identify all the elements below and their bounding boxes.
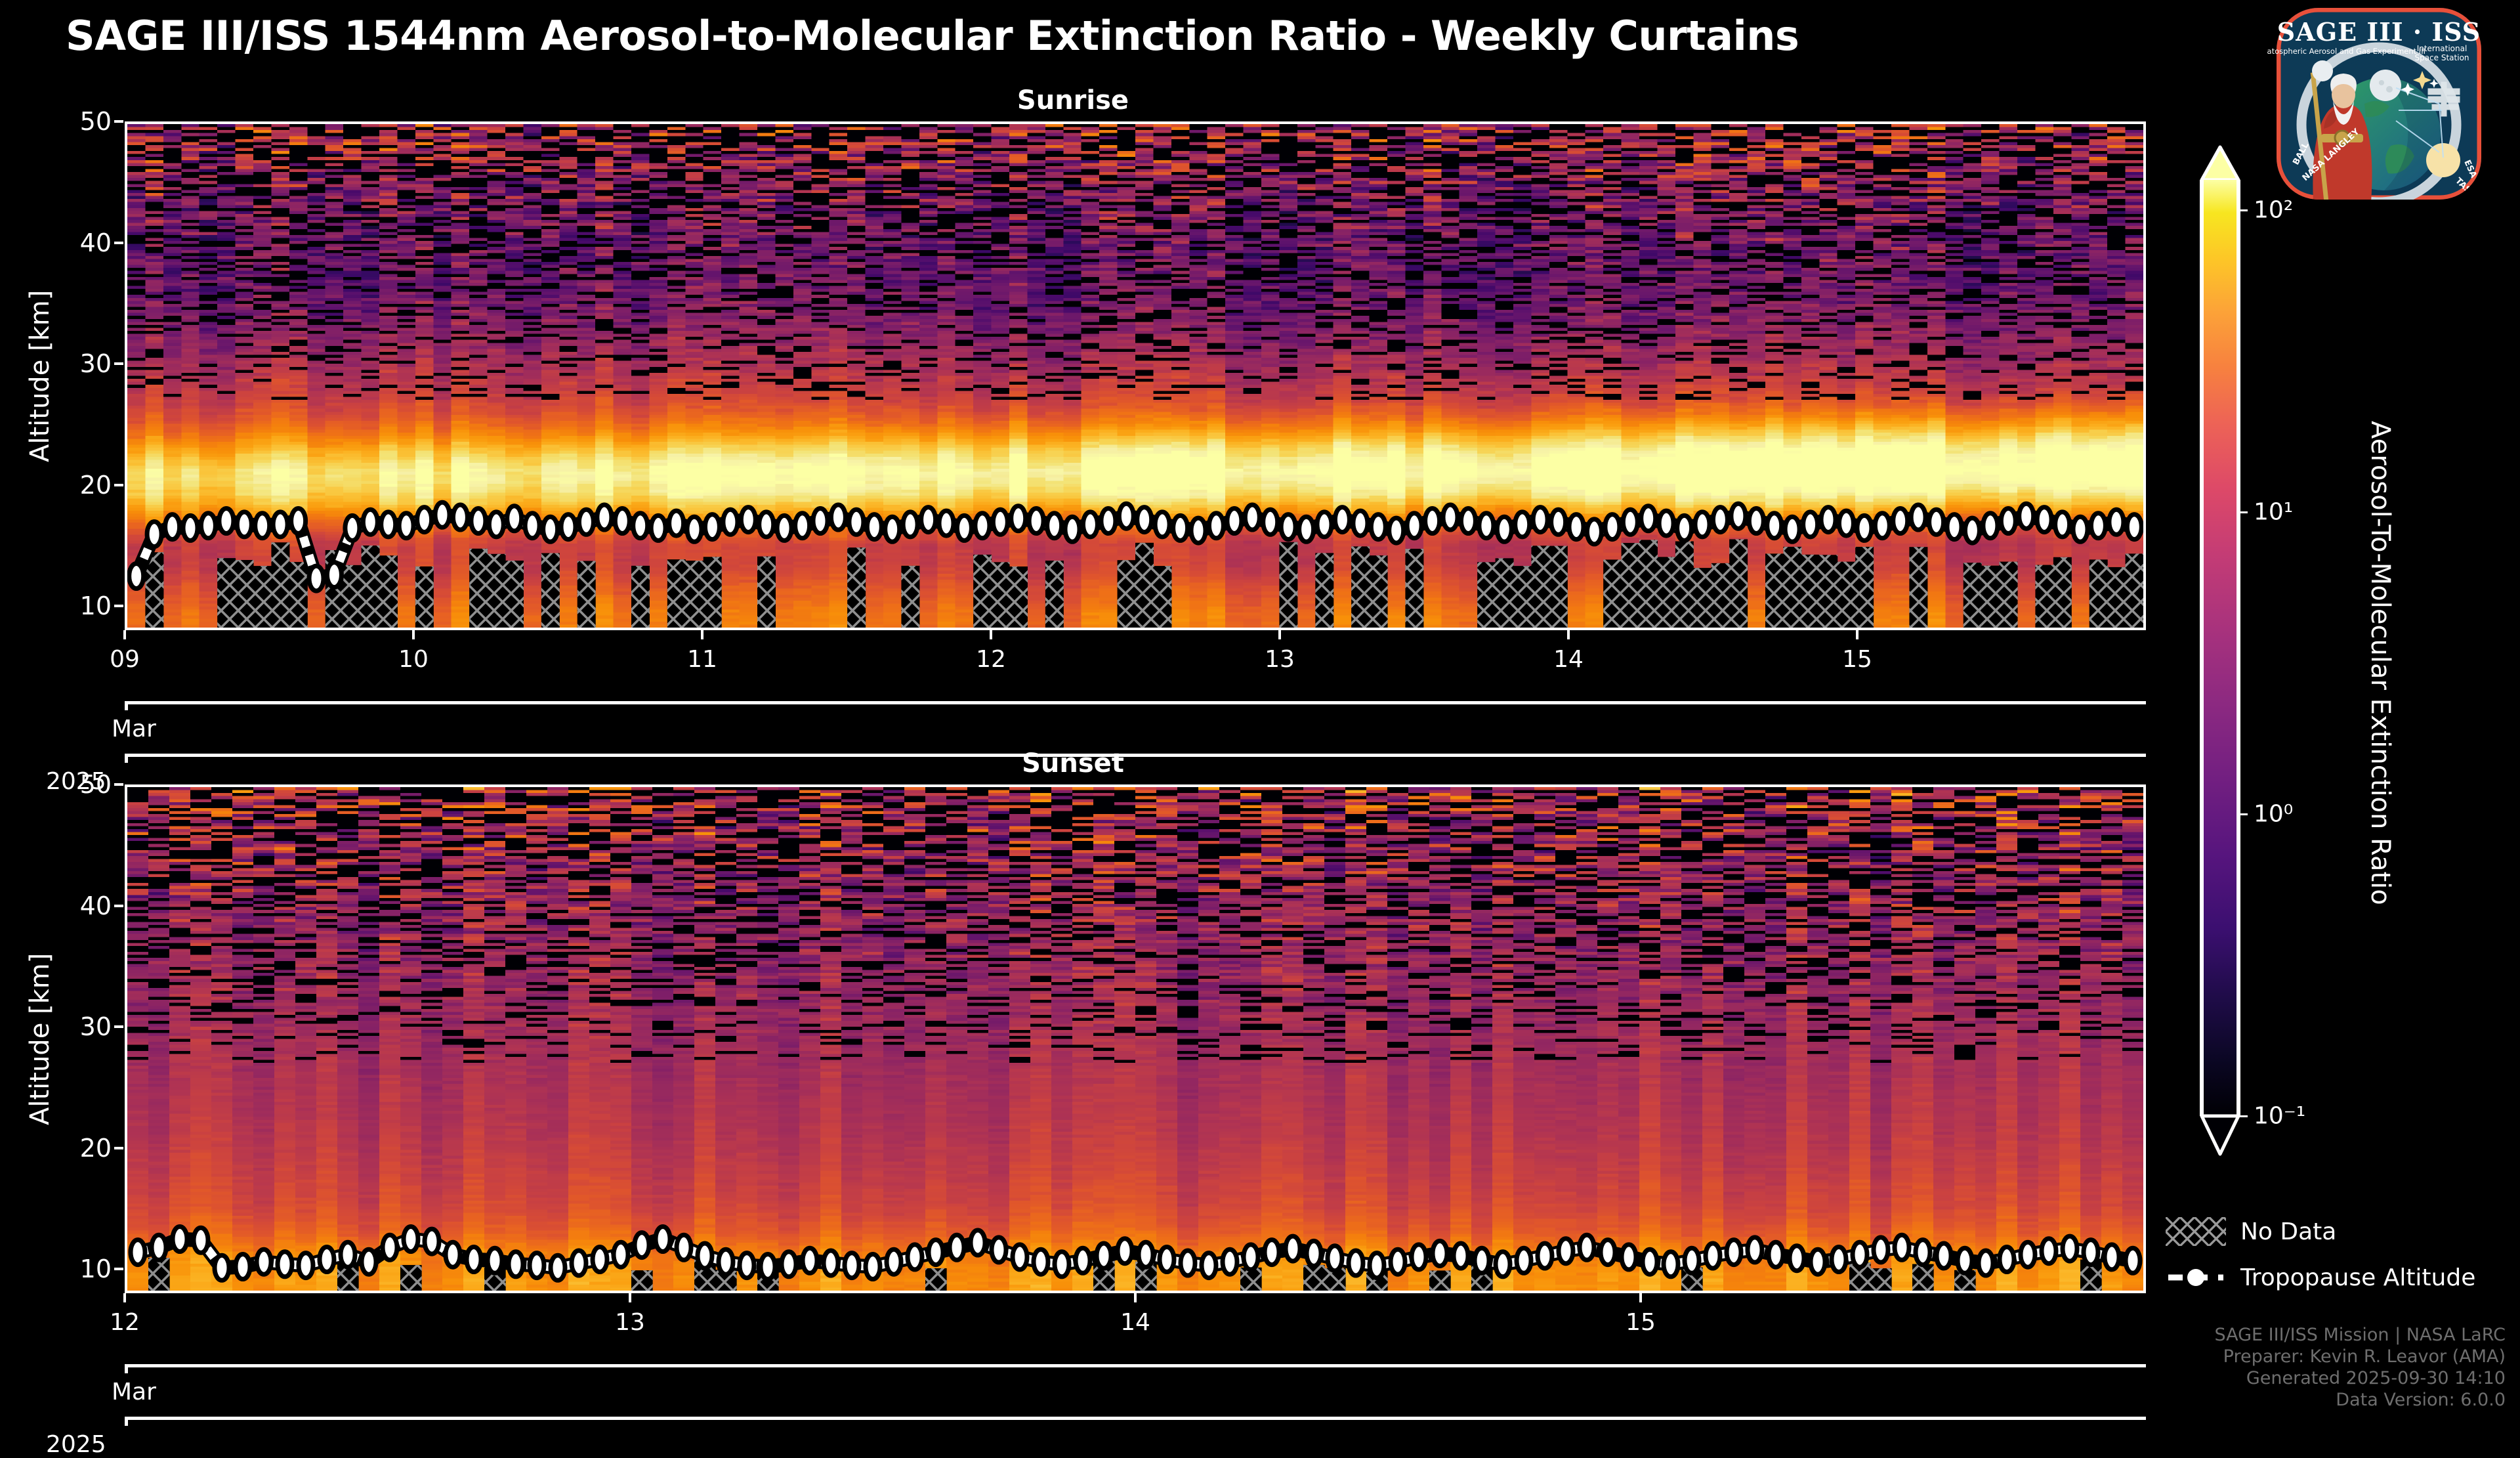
- colorbar-tick-mark: [2238, 1115, 2248, 1117]
- panel-title-sunset: Sunset: [1022, 748, 1124, 779]
- x-tick-label: 14: [1553, 646, 1584, 673]
- x-tick-mark: [629, 1293, 631, 1302]
- footer-line-generated: Generated 2025-09-30 14:10: [2246, 1368, 2506, 1389]
- x-tick-label: 09: [110, 646, 140, 673]
- overlay-sunrise: [127, 124, 2143, 628]
- footer-line-preparer: Preparer: Kevin R. Leavor (AMA): [2223, 1346, 2506, 1367]
- x-axis-month-tick: [125, 1364, 128, 1373]
- x-axis-month-label: Mar: [112, 716, 156, 742]
- colorbar-gradient: [2200, 145, 2240, 1156]
- y-tick-mark: [114, 120, 123, 123]
- y-tick-label: 30: [79, 1012, 112, 1042]
- y-tick-mark: [114, 904, 123, 907]
- y-tick-mark: [114, 605, 123, 608]
- sage-iii-iss-mission-patch-logo: BALL NASA LANGLEY TAS-I ESA SAGE III · I…: [2267, 5, 2490, 202]
- x-axis-month-tick: [125, 701, 128, 710]
- colorbar-tick-mark: [2238, 813, 2248, 815]
- legend: No Data Tropopause Altitude: [2166, 1213, 2507, 1305]
- legend-label-no-data: No Data: [2240, 1218, 2337, 1245]
- colorbar-group: 10² 10¹ 10⁰ 10⁻¹ Aerosol-To-Molecular Extin…: [2198, 145, 2474, 1156]
- colorbar-tick-label: 10²: [2254, 196, 2294, 224]
- svg-text:SAGE III · ISS: SAGE III · ISS: [2277, 17, 2481, 47]
- heatmap-image-sunset: [127, 787, 2143, 1291]
- x-tick-mark: [123, 1293, 126, 1302]
- page-title: SAGE III/ISS 1544nm Aerosol-to-Molecular…: [66, 12, 1799, 60]
- colorbar-tick-mark: [2238, 511, 2248, 513]
- x-tick-mark: [1856, 630, 1858, 639]
- y-tick-label: 10: [79, 1254, 112, 1284]
- legend-label-tropopause: Tropopause Altitude: [2240, 1264, 2476, 1291]
- x-axis-month-label: Mar: [112, 1379, 156, 1405]
- x-axis-year-tick: [125, 754, 128, 763]
- x-axis-year-label: 2025: [46, 1431, 106, 1458]
- colorbar-label: Aerosol-To-Molecular Extinction Ratio: [2365, 421, 2395, 905]
- x-tick-mark: [123, 630, 126, 639]
- y-tick-label: 40: [79, 228, 112, 257]
- y-tick-mark: [114, 362, 123, 366]
- colorbar-tick-label: 10¹: [2254, 498, 2294, 526]
- footer-line-mission: SAGE III/ISS Mission | NASA LaRC: [2214, 1325, 2506, 1346]
- y-tick-mark: [114, 1268, 123, 1271]
- y-tick-mark: [114, 1146, 123, 1149]
- x-tick-label: 11: [687, 646, 717, 673]
- panel-sunset: Sunset Altitude [km] 10 20 30 40 50 12 13 14 15…: [0, 748, 2166, 1458]
- colorbar-tick-mark: [2238, 209, 2248, 211]
- heatmap-axes-sunset: [125, 784, 2146, 1293]
- x-tick-mark: [1278, 630, 1281, 639]
- tropopause-markers: [127, 500, 2143, 593]
- y-tick-label: 50: [79, 107, 112, 136]
- x-tick-label: 14: [1120, 1309, 1150, 1336]
- x-tick-mark: [1639, 1293, 1642, 1302]
- tropopause-markers: [128, 1224, 2143, 1283]
- x-tick-mark: [990, 630, 992, 639]
- legend-item-tropopause: Tropopause Altitude: [2166, 1259, 2507, 1296]
- hatch-swatch-icon: [2166, 1217, 2226, 1246]
- heatmap-axes-sunrise: [125, 121, 2146, 630]
- x-tick-label: 12: [110, 1309, 140, 1336]
- x-axis-year-rule: [125, 754, 2146, 757]
- colorbar-tick-label: 10⁻¹: [2254, 1102, 2306, 1130]
- panel-sunrise: Sunrise Altitude [km] 10 20 30 40 50 09 10 11 1…: [0, 85, 2166, 795]
- y-tick-mark: [114, 1025, 123, 1029]
- y-tick-mark: [114, 241, 123, 244]
- legend-item-no-data: No Data: [2166, 1213, 2507, 1250]
- y-tick-label: 10: [79, 591, 112, 621]
- x-tick-label: 15: [1842, 646, 1872, 673]
- y-tick-mark: [114, 783, 123, 786]
- overlay-sunset: [127, 787, 2143, 1291]
- x-tick-mark: [1567, 630, 1570, 639]
- y-tick-label: 20: [79, 1133, 112, 1163]
- no-data-hatch-region: [145, 539, 2143, 628]
- x-axis-month-rule: [125, 701, 2146, 704]
- x-axis-year-rule: [125, 1417, 2146, 1420]
- x-tick-mark: [1134, 1293, 1137, 1302]
- svg-text:Stratospheric Aerosol and Gas: Stratospheric Aerosol and Gas Experiment…: [2267, 47, 2426, 56]
- x-tick-label: 13: [615, 1309, 645, 1336]
- svg-text:Space Station: Space Station: [2414, 53, 2469, 62]
- footer-credits: SAGE III/ISS Mission | NASA LaRC Prepare…: [2214, 1325, 2506, 1411]
- y-tick-label: 40: [79, 891, 112, 920]
- y-tick-mark: [114, 483, 123, 486]
- y-tick-label: 20: [79, 470, 112, 500]
- y-tick-label: 30: [79, 349, 112, 379]
- dashed-marker-line-icon: [2166, 1263, 2226, 1292]
- x-tick-label: 13: [1265, 646, 1295, 673]
- panel-title-sunrise: Sunrise: [1017, 85, 1129, 116]
- footer-line-dataversion: Data Version: 6.0.0: [2336, 1390, 2506, 1411]
- x-tick-label: 15: [1626, 1309, 1656, 1336]
- x-axis-month-rule: [125, 1364, 2146, 1367]
- x-tick-label: 10: [398, 646, 429, 673]
- x-tick-mark: [701, 630, 704, 639]
- x-tick-label: 12: [976, 646, 1006, 673]
- svg-text:International: International: [2417, 44, 2468, 53]
- y-tick-label: 50: [79, 770, 112, 799]
- colorbar-tick-label: 10⁰: [2254, 800, 2294, 828]
- x-tick-mark: [412, 630, 415, 639]
- x-axis-year-tick: [125, 1417, 128, 1426]
- x-axis-year-label: 2025: [46, 768, 106, 795]
- figure-canvas: SAGE III/ISS 1544nm Aerosol-to-Molecular…: [0, 5, 2507, 1458]
